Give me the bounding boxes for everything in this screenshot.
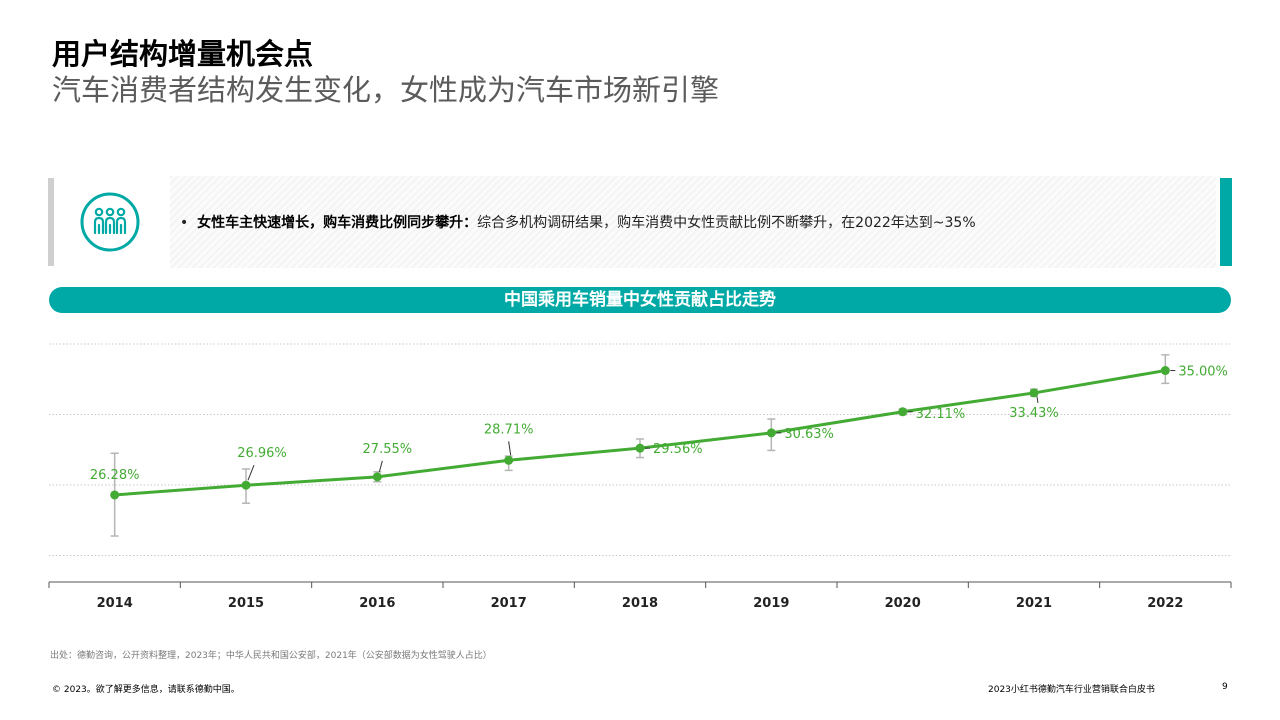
- data-point: [241, 480, 251, 490]
- data-point: [635, 443, 645, 453]
- data-label-leader: [1036, 396, 1039, 404]
- x-tick-label: 2014: [97, 596, 133, 611]
- page-title: 用户结构增量机会点: [52, 37, 314, 71]
- series-line: [114, 369, 1166, 497]
- x-tick-label: 2017: [491, 596, 527, 611]
- x-tick-label: 2018: [622, 596, 658, 611]
- data-label: 26.96%: [237, 446, 287, 461]
- callout-text: • 女性车主快速增长，购车消费比例同步攀升：综合多机构调研结果，购车消费中女性贡…: [180, 212, 976, 232]
- callout-text-area: • 女性车主快速增长，购车消费比例同步攀升：综合多机构调研结果，购车消费中女性贡…: [170, 176, 1216, 268]
- data-label: 35.00%: [1178, 365, 1228, 380]
- data-label: 33.43%: [1009, 406, 1059, 421]
- x-tick-label: 2019: [753, 596, 789, 611]
- x-tick-label: 2021: [1016, 596, 1052, 611]
- data-label: 27.55%: [363, 442, 413, 457]
- data-label: 29.56%: [653, 442, 703, 457]
- data-point: [1160, 366, 1170, 376]
- data-point: [110, 490, 120, 500]
- callout-bullet: •: [180, 215, 189, 231]
- data-label-leader: [247, 465, 255, 481]
- data-point: [898, 407, 908, 417]
- data-label-leader: [378, 460, 383, 472]
- data-label: 26.28%: [90, 468, 140, 483]
- footer-report-name: 2023小红书德勤汽车行业营销联合白皮书: [988, 685, 1155, 695]
- chart-title-banner: 中国乘用车销量中女性贡献占比走势: [49, 287, 1231, 313]
- page-number: 9: [1222, 682, 1228, 692]
- callout-left-bar: [48, 178, 54, 266]
- x-tick-label: 2022: [1147, 596, 1183, 611]
- footer-copyright: © 2023。欲了解更多信息，请联系德勤中国。: [52, 685, 240, 695]
- data-label-leader: [508, 441, 512, 456]
- data-point: [504, 455, 514, 465]
- x-tick-label: 2015: [228, 596, 264, 611]
- key-insight-callout: • 女性车主快速增长，购车消费比例同步攀升：综合多机构调研结果，购车消费中女性贡…: [48, 176, 1232, 268]
- source-note: 出处：德勤咨询，公开资料整理，2023年；中华人民共和国公安部，2021年（公安…: [50, 651, 492, 661]
- data-point: [1029, 388, 1039, 398]
- callout-body-text: 综合多机构调研结果，购车消费中女性贡献比例不断攀升，在2022年达到~35%: [477, 215, 976, 231]
- data-point: [766, 428, 776, 438]
- people-group-icon: [80, 192, 140, 252]
- x-tick-label: 2020: [885, 596, 921, 611]
- x-tick-label: 2016: [359, 596, 395, 611]
- page-subtitle: 汽车消费者结构发生变化，女性成为汽车市场新引擎: [52, 73, 720, 107]
- data-label: 28.71%: [484, 422, 534, 437]
- data-label: 32.11%: [916, 407, 966, 422]
- callout-right-bar: [1220, 178, 1232, 266]
- callout-bold-text: 女性车主快速增长，购车消费比例同步攀升：: [197, 215, 478, 231]
- data-label: 30.63%: [784, 427, 834, 442]
- female-share-line-chart: 26.28% 26.96% 27.55% 28.71% 29.56% 30.63% 32.1…: [48, 343, 1232, 611]
- data-point: [372, 472, 382, 482]
